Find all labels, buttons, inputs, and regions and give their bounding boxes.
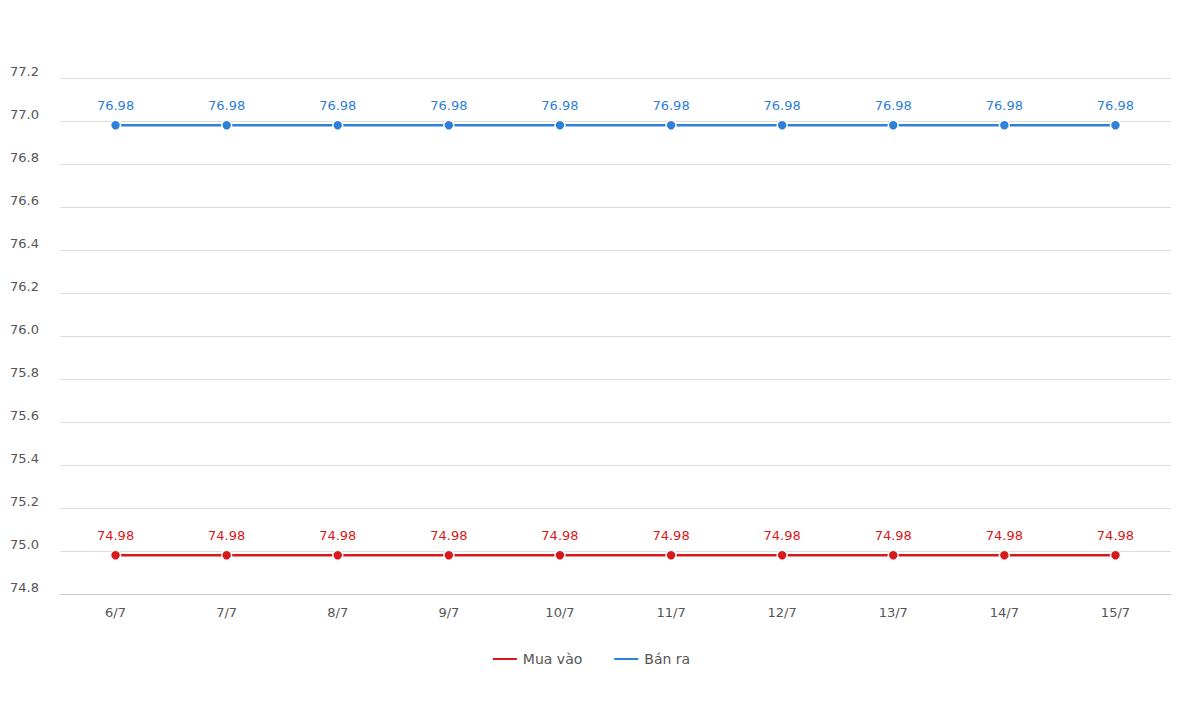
svg-text:74.8: 74.8 bbox=[10, 580, 39, 595]
svg-text:74.98: 74.98 bbox=[652, 528, 689, 543]
svg-text:76.2: 76.2 bbox=[10, 279, 39, 294]
svg-text:76.98: 76.98 bbox=[986, 98, 1023, 113]
svg-text:8/7: 8/7 bbox=[327, 605, 348, 620]
svg-text:75.8: 75.8 bbox=[10, 365, 39, 380]
svg-text:74.98: 74.98 bbox=[541, 528, 578, 543]
svg-text:75.4: 75.4 bbox=[10, 451, 39, 466]
svg-text:76.98: 76.98 bbox=[97, 98, 134, 113]
svg-text:7/7: 7/7 bbox=[216, 605, 237, 620]
svg-text:74.98: 74.98 bbox=[319, 528, 356, 543]
svg-text:11/7: 11/7 bbox=[656, 605, 685, 620]
svg-text:76.8: 76.8 bbox=[10, 150, 39, 165]
svg-text:76.98: 76.98 bbox=[208, 98, 245, 113]
svg-text:76.98: 76.98 bbox=[319, 98, 356, 113]
svg-text:76.98: 76.98 bbox=[541, 98, 578, 113]
svg-text:74.98: 74.98 bbox=[1097, 528, 1134, 543]
svg-text:76.98: 76.98 bbox=[764, 98, 801, 113]
svg-text:76.4: 76.4 bbox=[10, 236, 39, 251]
svg-text:15/7: 15/7 bbox=[1101, 605, 1130, 620]
svg-text:76.0: 76.0 bbox=[10, 322, 39, 337]
svg-text:77.2: 77.2 bbox=[10, 64, 39, 79]
svg-text:75.6: 75.6 bbox=[10, 408, 39, 423]
svg-text:12/7: 12/7 bbox=[768, 605, 797, 620]
svg-text:Bán ra: Bán ra bbox=[644, 651, 690, 667]
svg-text:75.2: 75.2 bbox=[10, 494, 39, 509]
svg-text:13/7: 13/7 bbox=[879, 605, 908, 620]
svg-text:10/7: 10/7 bbox=[545, 605, 574, 620]
svg-text:75.0: 75.0 bbox=[10, 537, 39, 552]
svg-text:76.98: 76.98 bbox=[1097, 98, 1134, 113]
svg-text:77.0: 77.0 bbox=[10, 107, 39, 122]
svg-text:74.98: 74.98 bbox=[97, 528, 134, 543]
svg-text:76.98: 76.98 bbox=[430, 98, 467, 113]
svg-text:14/7: 14/7 bbox=[990, 605, 1019, 620]
svg-text:Mua vào: Mua vào bbox=[523, 651, 582, 667]
svg-text:76.6: 76.6 bbox=[10, 193, 39, 208]
svg-text:74.98: 74.98 bbox=[430, 528, 467, 543]
svg-text:9/7: 9/7 bbox=[438, 605, 459, 620]
svg-text:76.98: 76.98 bbox=[875, 98, 912, 113]
svg-text:74.98: 74.98 bbox=[875, 528, 912, 543]
svg-text:74.98: 74.98 bbox=[986, 528, 1023, 543]
svg-text:76.98: 76.98 bbox=[652, 98, 689, 113]
svg-text:74.98: 74.98 bbox=[208, 528, 245, 543]
svg-text:6/7: 6/7 bbox=[105, 605, 126, 620]
svg-text:74.98: 74.98 bbox=[764, 528, 801, 543]
